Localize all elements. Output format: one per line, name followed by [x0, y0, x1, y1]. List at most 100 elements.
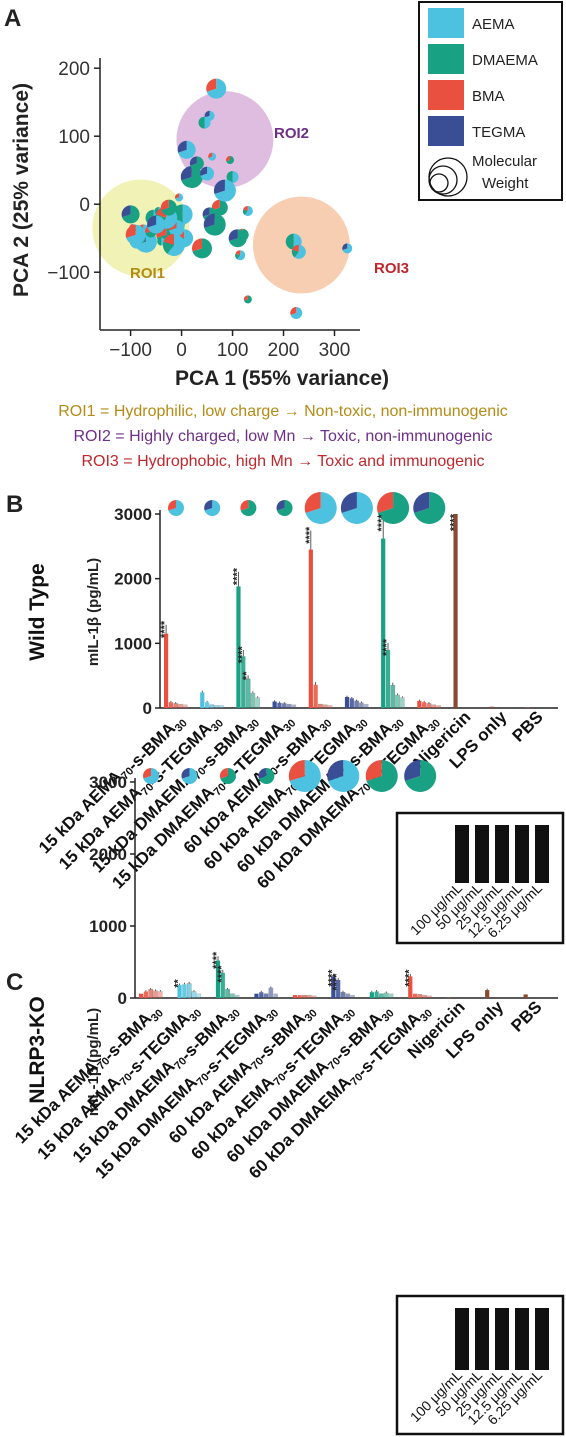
bar [374, 991, 379, 998]
bar [344, 697, 350, 708]
bar [322, 704, 328, 709]
composition-pie [365, 760, 398, 792]
bar [173, 703, 179, 709]
pca-point-tegma [160, 199, 177, 216]
bar [143, 991, 148, 998]
composition-pie [219, 768, 236, 784]
bar [363, 703, 369, 709]
significance-mark: **** [211, 951, 223, 969]
bar [209, 704, 215, 709]
y-tick-label: 0 [118, 989, 127, 1008]
y-tick-label: 0 [143, 699, 152, 718]
bar [383, 992, 389, 999]
panel-b-conc-legend: 100 μg/mL 50 μg/mL 25 μg/mL 12.5 μg/mL 6… [395, 811, 565, 945]
bar [204, 702, 210, 708]
pca-legend: AEMA DMAEMA BMA TEGMA Molecular Weight [418, 1, 563, 201]
significance-mark: **** [376, 514, 388, 532]
bar [241, 656, 246, 708]
bar [230, 993, 235, 999]
panel-c-letter: C [6, 969, 23, 996]
pca-point-bma [203, 213, 226, 236]
bar [395, 694, 400, 709]
composition-pie [304, 492, 337, 524]
bar [359, 702, 364, 709]
bar [297, 995, 302, 998]
bar [318, 703, 323, 709]
category-label: PBS [509, 707, 547, 745]
bar [191, 991, 197, 999]
composition-pie [340, 492, 373, 524]
significance-mark: **** [381, 638, 393, 656]
legend-label-tegma: TEGMA [472, 124, 525, 141]
composition-pie [413, 492, 446, 524]
legend-swatch-bma [428, 80, 464, 110]
significance-mark: **** [449, 513, 461, 531]
pca-point-bma [291, 244, 306, 259]
pca-point-bma [290, 307, 303, 319]
pca-point-tegma [198, 116, 211, 129]
bar [182, 984, 187, 998]
bar [148, 989, 154, 999]
bar [327, 705, 333, 709]
pca-point-dmaema [208, 152, 217, 161]
bar [340, 992, 346, 999]
bar [313, 684, 318, 708]
bar [408, 976, 413, 998]
bar [331, 976, 336, 998]
panel-c-y-title: mIL-1β (pg/mL) [85, 1008, 102, 1116]
bar [417, 700, 422, 708]
pca-point-dmaema [226, 171, 239, 183]
bar [220, 972, 225, 998]
pca-y-tick: 0 [79, 195, 90, 216]
bar [177, 985, 182, 998]
bar [349, 698, 354, 708]
composition-pie [204, 500, 221, 516]
y-tick-label: 2000 [89, 845, 127, 864]
composition-pie [258, 768, 275, 784]
caption-roi1: ROI1 = Hydrophilic, low charge → Non-tox… [58, 403, 508, 420]
bar [259, 992, 264, 998]
pca-point-tegma [175, 193, 184, 202]
pca-x-tick: 0 [176, 340, 187, 361]
bar [336, 980, 341, 998]
bar [302, 994, 307, 999]
bar [381, 538, 386, 708]
pca-point-dmaema [206, 78, 227, 99]
legend-mw-label-1: Molecular [472, 153, 537, 170]
bar [417, 994, 423, 999]
pca-point-tegma [189, 156, 204, 171]
bar [292, 995, 298, 998]
bar [291, 704, 297, 709]
bar [245, 678, 251, 709]
significance-mark: **** [403, 969, 415, 987]
category-label: PBS [507, 997, 545, 1035]
pca-point-dmaema [211, 199, 228, 216]
bar [254, 993, 259, 998]
panel-b-y-title: mIL-1β (pg/mL) [85, 558, 102, 666]
legend-label-bma: BMA [472, 88, 505, 105]
pca-y-title: PCA 2 (25% variance) [10, 83, 33, 297]
bar [186, 983, 192, 999]
bar [354, 700, 359, 709]
pca-point-aema [180, 166, 203, 188]
pca-ticks: −100 0 100 200 300 −100 0 100 200 [47, 59, 350, 361]
pca-x-tick: 200 [268, 340, 300, 361]
pca-x-tick: 100 [217, 340, 249, 361]
bar [523, 994, 528, 998]
bar [234, 994, 240, 999]
bar [214, 705, 219, 709]
bar [215, 960, 221, 998]
significance-mark: **** [326, 969, 338, 987]
bar [379, 993, 384, 999]
bar [446, 997, 451, 998]
bar [427, 995, 432, 999]
significance-mark: **** [231, 567, 243, 585]
legend-mw-label-2: Weight [482, 175, 529, 192]
bar [219, 705, 224, 709]
significance-mark: ** [173, 978, 185, 987]
bar [436, 705, 441, 709]
panel-b-letter: B [6, 491, 23, 518]
pca-point-bma [243, 295, 252, 304]
